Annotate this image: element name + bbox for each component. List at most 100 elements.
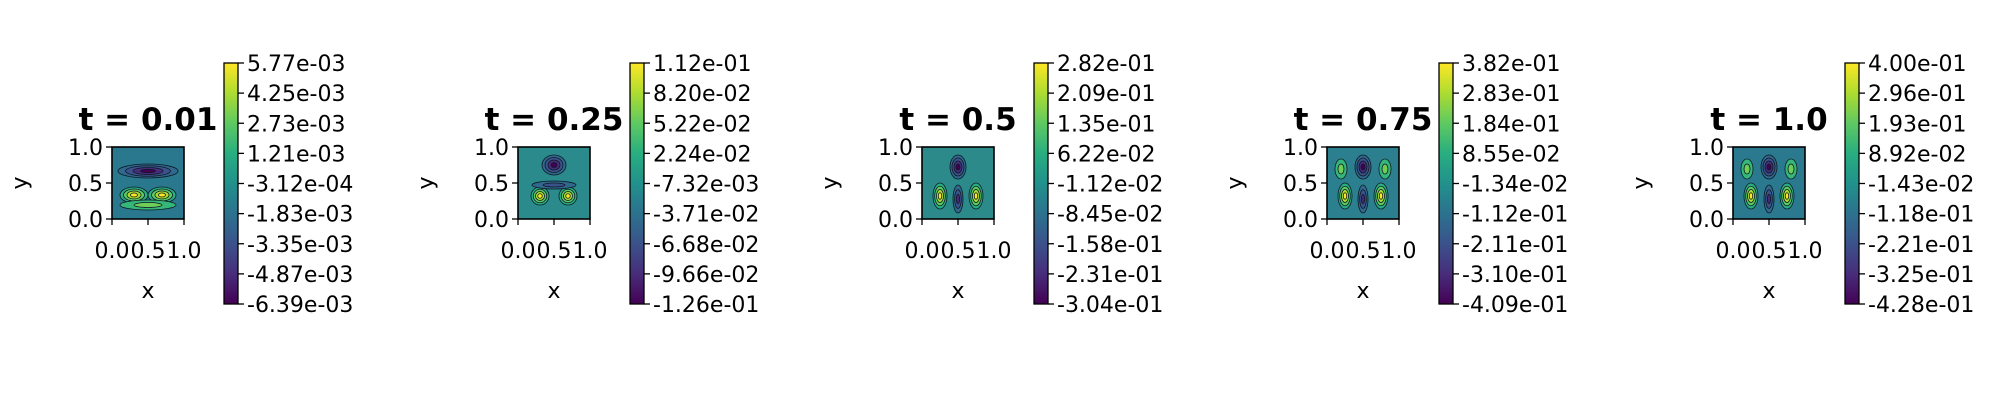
min-lobe <box>541 154 567 176</box>
y-tick-label: 1.0 <box>474 136 509 161</box>
max-lobe-left-level <box>537 193 543 199</box>
x-tick-label: 0.0 <box>905 239 940 264</box>
colorbar-tick-label: -1.26e-01 <box>653 293 759 318</box>
x-tick-label: 0.0 <box>1310 239 1345 264</box>
colorbar-tick-label: -3.10e-01 <box>1462 263 1568 288</box>
side-lobe-left-level <box>1743 163 1751 175</box>
side-lobe-right-level <box>1787 163 1795 175</box>
min-lobe <box>117 163 179 179</box>
min-lobe-level <box>550 162 558 168</box>
y-tick-label: 1.0 <box>1689 136 1724 161</box>
colorbar-tick-label: -3.71e-02 <box>653 203 759 228</box>
y-axis-label: y <box>414 176 439 189</box>
max-lobe-right <box>147 186 177 204</box>
colorbar <box>1844 62 1860 305</box>
max-lobe-right-level <box>1784 192 1790 200</box>
contour-map <box>1327 147 1399 219</box>
y-tick-label: 0.5 <box>1689 172 1724 197</box>
colorbar-tick-label: -4.09e-01 <box>1462 293 1568 318</box>
y-axis-label: y <box>1223 176 1248 189</box>
y-axis-label: y <box>818 176 843 189</box>
x-tick-label: 1.0 <box>167 239 202 264</box>
max-lobe-left-level <box>1342 192 1348 200</box>
contour-map <box>1733 147 1805 219</box>
colorbar-tick-label: 6.22e-02 <box>1057 142 1155 167</box>
min-lobe-level <box>140 168 156 174</box>
colorbar-tick-label: -1.18e-01 <box>1868 203 1974 228</box>
colorbar-tick-label: -3.25e-01 <box>1868 263 1974 288</box>
colorbar-tick-label: 2.82e-01 <box>1057 52 1155 77</box>
colorbar-tick-label: 1.84e-01 <box>1462 112 1560 137</box>
x-tick-label: 0.5 <box>1752 239 1787 264</box>
x-axis-label: x <box>1762 279 1775 304</box>
colorbar-tick-label: 8.20e-02 <box>653 82 751 107</box>
x-tick-label: 1.0 <box>573 239 608 264</box>
center-trough <box>1357 184 1369 214</box>
y-axis-label: y <box>1629 176 1654 189</box>
y-tick-label: 0.0 <box>1283 208 1318 233</box>
colorbar-tick-label: 1.93e-01 <box>1868 112 1966 137</box>
side-lobe-right <box>1784 158 1798 180</box>
colorbar <box>1438 62 1454 305</box>
max-lobe-right <box>968 182 984 210</box>
colorbar-tick-label: -1.12e-01 <box>1462 203 1568 228</box>
max-lobe-left <box>119 186 149 204</box>
max-lobe-left <box>1743 182 1759 210</box>
colorbar-tick-label: -4.87e-03 <box>247 263 353 288</box>
side-lobe-left <box>1740 158 1754 180</box>
colorbar-tick-label: -1.83e-03 <box>247 203 353 228</box>
y-tick-label: 1.0 <box>68 136 103 161</box>
panel-1: t = 0.010.00.51.00.0 0.5 1.0xy5.77e-034.25… <box>8 52 353 318</box>
colorbar-tick-label: -3.35e-03 <box>247 233 353 258</box>
x-tick-label: 0.5 <box>131 239 166 264</box>
x-tick-label: 0.5 <box>1346 239 1381 264</box>
contour-map <box>112 147 184 219</box>
colorbar-tick-label: -2.21e-01 <box>1868 233 1974 258</box>
x-tick-label: 1.0 <box>1382 239 1417 264</box>
colorbar-tick-label: 3.82e-01 <box>1462 52 1560 77</box>
y-tick-label: 1.0 <box>1283 136 1318 161</box>
x-axis-label: x <box>141 279 154 304</box>
colorbar-tick-label: 8.92e-02 <box>1868 142 1966 167</box>
min-lobe-level <box>955 163 961 171</box>
x-tick-label: 0.0 <box>95 239 130 264</box>
colorbar-tick-label: -1.58e-01 <box>1057 233 1163 258</box>
mid-band <box>531 180 577 190</box>
x-axis-label: x <box>547 279 560 304</box>
max-lobe-left <box>530 186 550 206</box>
y-tick-label: 0.0 <box>1689 208 1724 233</box>
colorbar-tick-label: 5.77e-03 <box>247 52 345 77</box>
colorbar <box>223 62 239 305</box>
band-lower <box>119 199 177 211</box>
mid-band-level <box>542 182 566 188</box>
panel-3: t = 0.50.00.51.00.0 0.5 1.0xy2.82e-012.09e… <box>818 52 1163 318</box>
max-lobe-left <box>932 182 948 210</box>
colorbar-tick-label: 2.09e-01 <box>1057 82 1155 107</box>
y-tick-label: 0.0 <box>474 208 509 233</box>
min-lobe <box>949 154 967 180</box>
max-lobe-right <box>1373 182 1389 210</box>
panel-5: t = 1.00.00.51.00.0 0.5 1.0xy4.00e-012.96e… <box>1629 52 1974 318</box>
colorbar-tick-label: 2.24e-02 <box>653 142 751 167</box>
side-lobe-left <box>1334 158 1348 180</box>
colorbar-tick-label: -1.12e-02 <box>1057 173 1163 198</box>
colorbar <box>629 62 645 305</box>
x-axis-label: x <box>1356 279 1369 304</box>
max-lobe-right-level <box>565 193 571 199</box>
max-lobe-right <box>558 186 578 206</box>
colorbar-tick-label: 8.55e-02 <box>1462 142 1560 167</box>
max-lobe-right-level <box>158 192 166 198</box>
center-trough-level <box>955 193 961 205</box>
colorbar-tick-label: 4.00e-01 <box>1868 52 1966 77</box>
colorbar-tick-label: 2.96e-01 <box>1868 82 1966 107</box>
y-tick-label: 0.0 <box>68 208 103 233</box>
side-lobe-right <box>1378 158 1392 180</box>
panel-title: t = 0.75 <box>1294 102 1433 138</box>
colorbar-tick-label: -4.28e-01 <box>1868 293 1974 318</box>
center-trough-level <box>1766 193 1772 205</box>
contour-map <box>922 147 994 219</box>
colorbar-tick-label: 2.83e-01 <box>1462 82 1560 107</box>
colorbar-tick-label: -2.11e-01 <box>1462 233 1568 258</box>
colorbar-tick-label: -6.39e-03 <box>247 293 353 318</box>
